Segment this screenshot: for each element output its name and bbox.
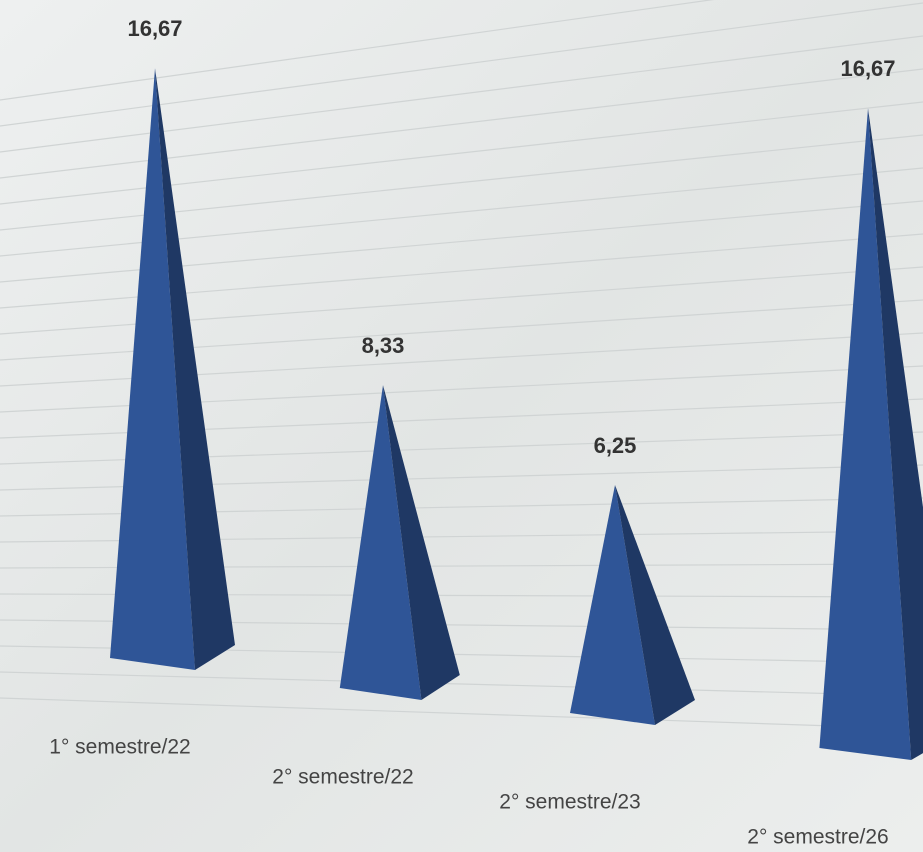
pyramid [339, 385, 460, 700]
pyramid-front-face [339, 385, 422, 700]
value-label: 16,67 [127, 16, 182, 41]
pyramid-front-face [819, 108, 912, 760]
value-label: 6,25 [594, 433, 637, 458]
background-stripe [0, 697, 923, 730]
pyramid-side-face [155, 68, 235, 671]
pyramid-side-face [383, 385, 460, 700]
category-label: 2° semestre/22 [272, 766, 413, 789]
category-label: 1° semestre/22 [49, 736, 190, 759]
pyramid-front-face [570, 485, 655, 725]
value-label: 16,67 [840, 56, 895, 81]
category-label: 2° semestre/26 [747, 826, 888, 849]
pyramid [110, 68, 235, 671]
background-stripe [0, 671, 923, 697]
pyramid [819, 108, 923, 760]
pyramid-side-face [868, 108, 923, 760]
pyramid [570, 485, 695, 725]
pyramid-front-face [110, 68, 195, 671]
category-label: 2° semestre/23 [499, 791, 640, 814]
background-stripe [0, 0, 715, 101]
value-label: 8,33 [362, 333, 405, 358]
pyramid-side-face [615, 485, 695, 725]
